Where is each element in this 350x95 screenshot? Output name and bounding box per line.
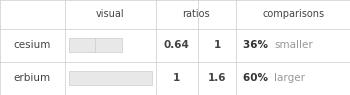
FancyBboxPatch shape [69, 38, 122, 52]
FancyBboxPatch shape [69, 71, 152, 85]
Text: smaller: smaller [274, 40, 313, 50]
Text: ratios: ratios [182, 9, 210, 19]
Text: 60%: 60% [243, 73, 272, 83]
Text: 1: 1 [173, 73, 180, 83]
Text: 36%: 36% [243, 40, 272, 50]
Text: larger: larger [274, 73, 306, 83]
Text: 0.64: 0.64 [164, 40, 190, 50]
Text: 1: 1 [214, 40, 220, 50]
Text: visual: visual [96, 9, 125, 19]
Text: cesium: cesium [14, 40, 51, 50]
Text: 1.6: 1.6 [208, 73, 226, 83]
Text: erbium: erbium [14, 73, 51, 83]
Text: comparisons: comparisons [262, 9, 324, 19]
